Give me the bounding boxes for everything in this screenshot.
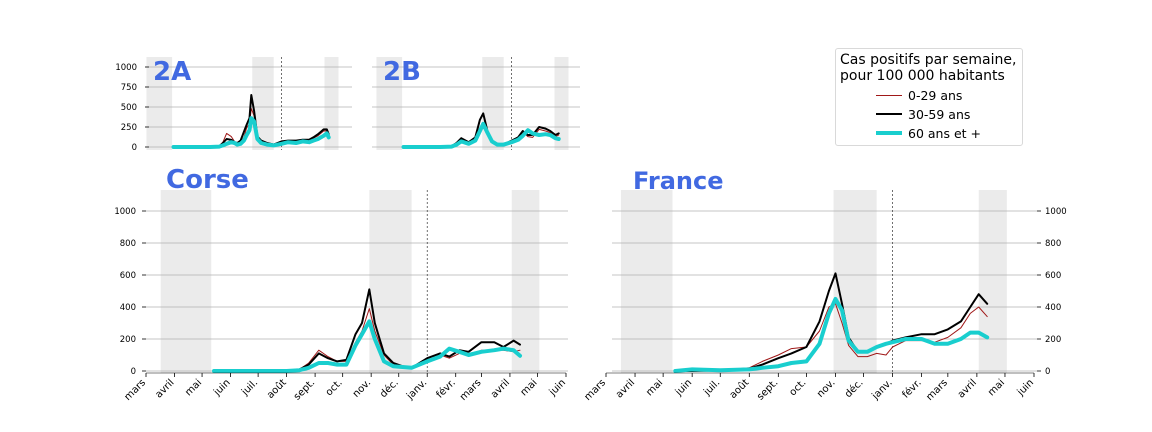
france-xtick-label-4: juil. — [701, 377, 722, 398]
france-xtick-label-11: févr. — [900, 377, 924, 401]
france-ytick-label-0: 0 — [1045, 367, 1050, 377]
corse-ytick-label-0: 0 — [131, 367, 136, 377]
france-series-1 — [674, 272, 989, 372]
france-xtick-label-14: mai — [986, 377, 1007, 398]
legend-swatch-0-29 — [876, 95, 902, 96]
france-xtick-label-3: juin — [673, 377, 694, 398]
france-shaded-period-0 — [620, 190, 673, 373]
2a-shaded-period-0 — [146, 57, 173, 150]
legend-label-30-59: 30-59 ans — [908, 107, 971, 122]
2a-ytick-label-0: 0 — [132, 143, 137, 153]
2a-ytick-label-750: 750 — [121, 83, 137, 93]
france-xtick-label-9: déc. — [842, 377, 865, 400]
legend-swatch-60-plus — [876, 131, 902, 135]
france-ytick-label-400: 400 — [1045, 303, 1061, 313]
legend-item-30-59: 30-59 ans — [876, 107, 1016, 123]
2a-ytick-label-1000: 1000 — [115, 63, 137, 73]
corse-xtick-label-13: avril — [489, 377, 512, 400]
corse-ytick-label-200: 200 — [120, 335, 136, 345]
corse-xtick-label-7: oct. — [324, 377, 345, 398]
france-xtick-label-12: mars — [924, 377, 950, 403]
corse-series-0 — [213, 308, 521, 372]
2b-series-2 — [401, 121, 561, 149]
2a-panel-title: 2A — [153, 57, 191, 87]
france-series-2 — [673, 297, 990, 373]
legend-title-line2: pour 100 000 habitants — [840, 68, 1005, 84]
france-xtick-label-10: janv. — [870, 377, 895, 402]
france-xtick-label-2: mai — [644, 377, 665, 398]
legend-item-60-plus: 60 ans et + — [876, 126, 1016, 142]
corse-xtick-label-3: juin — [211, 377, 232, 398]
legend-title: Cas positifs par semaine, pour 100 000 h… — [840, 52, 1016, 84]
corse-xtick-label-2: mai — [183, 377, 204, 398]
corse-shaded-period-0 — [160, 190, 212, 373]
corse-xtick-label-5: août — [264, 377, 288, 401]
legend: Cas positifs par semaine, pour 100 000 h… — [835, 48, 1023, 146]
france-xtick-label-5: août — [727, 377, 751, 401]
france-shaded-period-2 — [978, 190, 1007, 373]
corse-xtick-label-0: mars — [123, 377, 149, 403]
france-xtick-label-7: oct. — [788, 377, 809, 398]
corse-ytick-label-800: 800 — [120, 239, 136, 249]
2b-shaded-period-0 — [376, 57, 403, 150]
legend-title-line1: Cas positifs par semaine, — [840, 52, 1017, 68]
corse-ytick-label-1000: 1000 — [114, 207, 136, 217]
2a-ytick-label-250: 250 — [121, 123, 137, 133]
france-xtick-label-0: mars — [583, 377, 609, 403]
2a-ytick-label-500: 500 — [121, 103, 137, 113]
corse-series-1 — [213, 288, 521, 372]
legend-label-0-29: 0-29 ans — [908, 88, 963, 103]
france-xtick-label-13: avril — [956, 377, 979, 400]
corse-xtick-label-9: déc. — [377, 377, 400, 400]
2b-shaded-period-1 — [482, 57, 504, 150]
france-shaded-period-1 — [833, 190, 877, 373]
france-panel-title: France — [633, 167, 723, 195]
france-series-0 — [674, 303, 988, 372]
france-xtick-label-8: nov. — [815, 377, 837, 399]
2a-series-2 — [171, 116, 331, 149]
france-xtick-label-6: sept. — [755, 377, 780, 402]
legend-swatch-30-59 — [876, 113, 902, 115]
corse-panel-title: Corse — [166, 165, 249, 195]
2b-panel-title: 2B — [383, 57, 421, 87]
corse-xtick-label-12: mars — [458, 377, 484, 403]
corse-shaded-period-2 — [511, 190, 540, 373]
corse-xtick-label-6: sept. — [292, 377, 317, 402]
france-ytick-label-600: 600 — [1045, 271, 1061, 281]
corse-xtick-label-15: juin — [547, 377, 568, 398]
corse-ytick-label-400: 400 — [120, 303, 136, 313]
corse-xtick-label-10: janv. — [404, 377, 429, 402]
corse-xtick-label-8: nov. — [351, 377, 373, 399]
france-xtick-label-15: juin — [1015, 377, 1036, 398]
legend-item-0-29: 0-29 ans — [876, 88, 1016, 104]
corse-series-2 — [212, 319, 522, 373]
corse-xtick-label-11: févr. — [434, 377, 458, 401]
corse-xtick-label-1: avril — [153, 377, 176, 400]
corse-xtick-label-14: mai — [519, 377, 540, 398]
corse-ytick-label-600: 600 — [120, 271, 136, 281]
corse-xtick-label-4: juil. — [239, 377, 260, 398]
legend-label-60-plus: 60 ans et + — [908, 126, 981, 141]
france-ytick-label-1000: 1000 — [1045, 207, 1067, 217]
france-ytick-label-200: 200 — [1045, 335, 1061, 345]
france-xtick-label-1: avril — [614, 377, 637, 400]
france-ytick-label-800: 800 — [1045, 239, 1061, 249]
